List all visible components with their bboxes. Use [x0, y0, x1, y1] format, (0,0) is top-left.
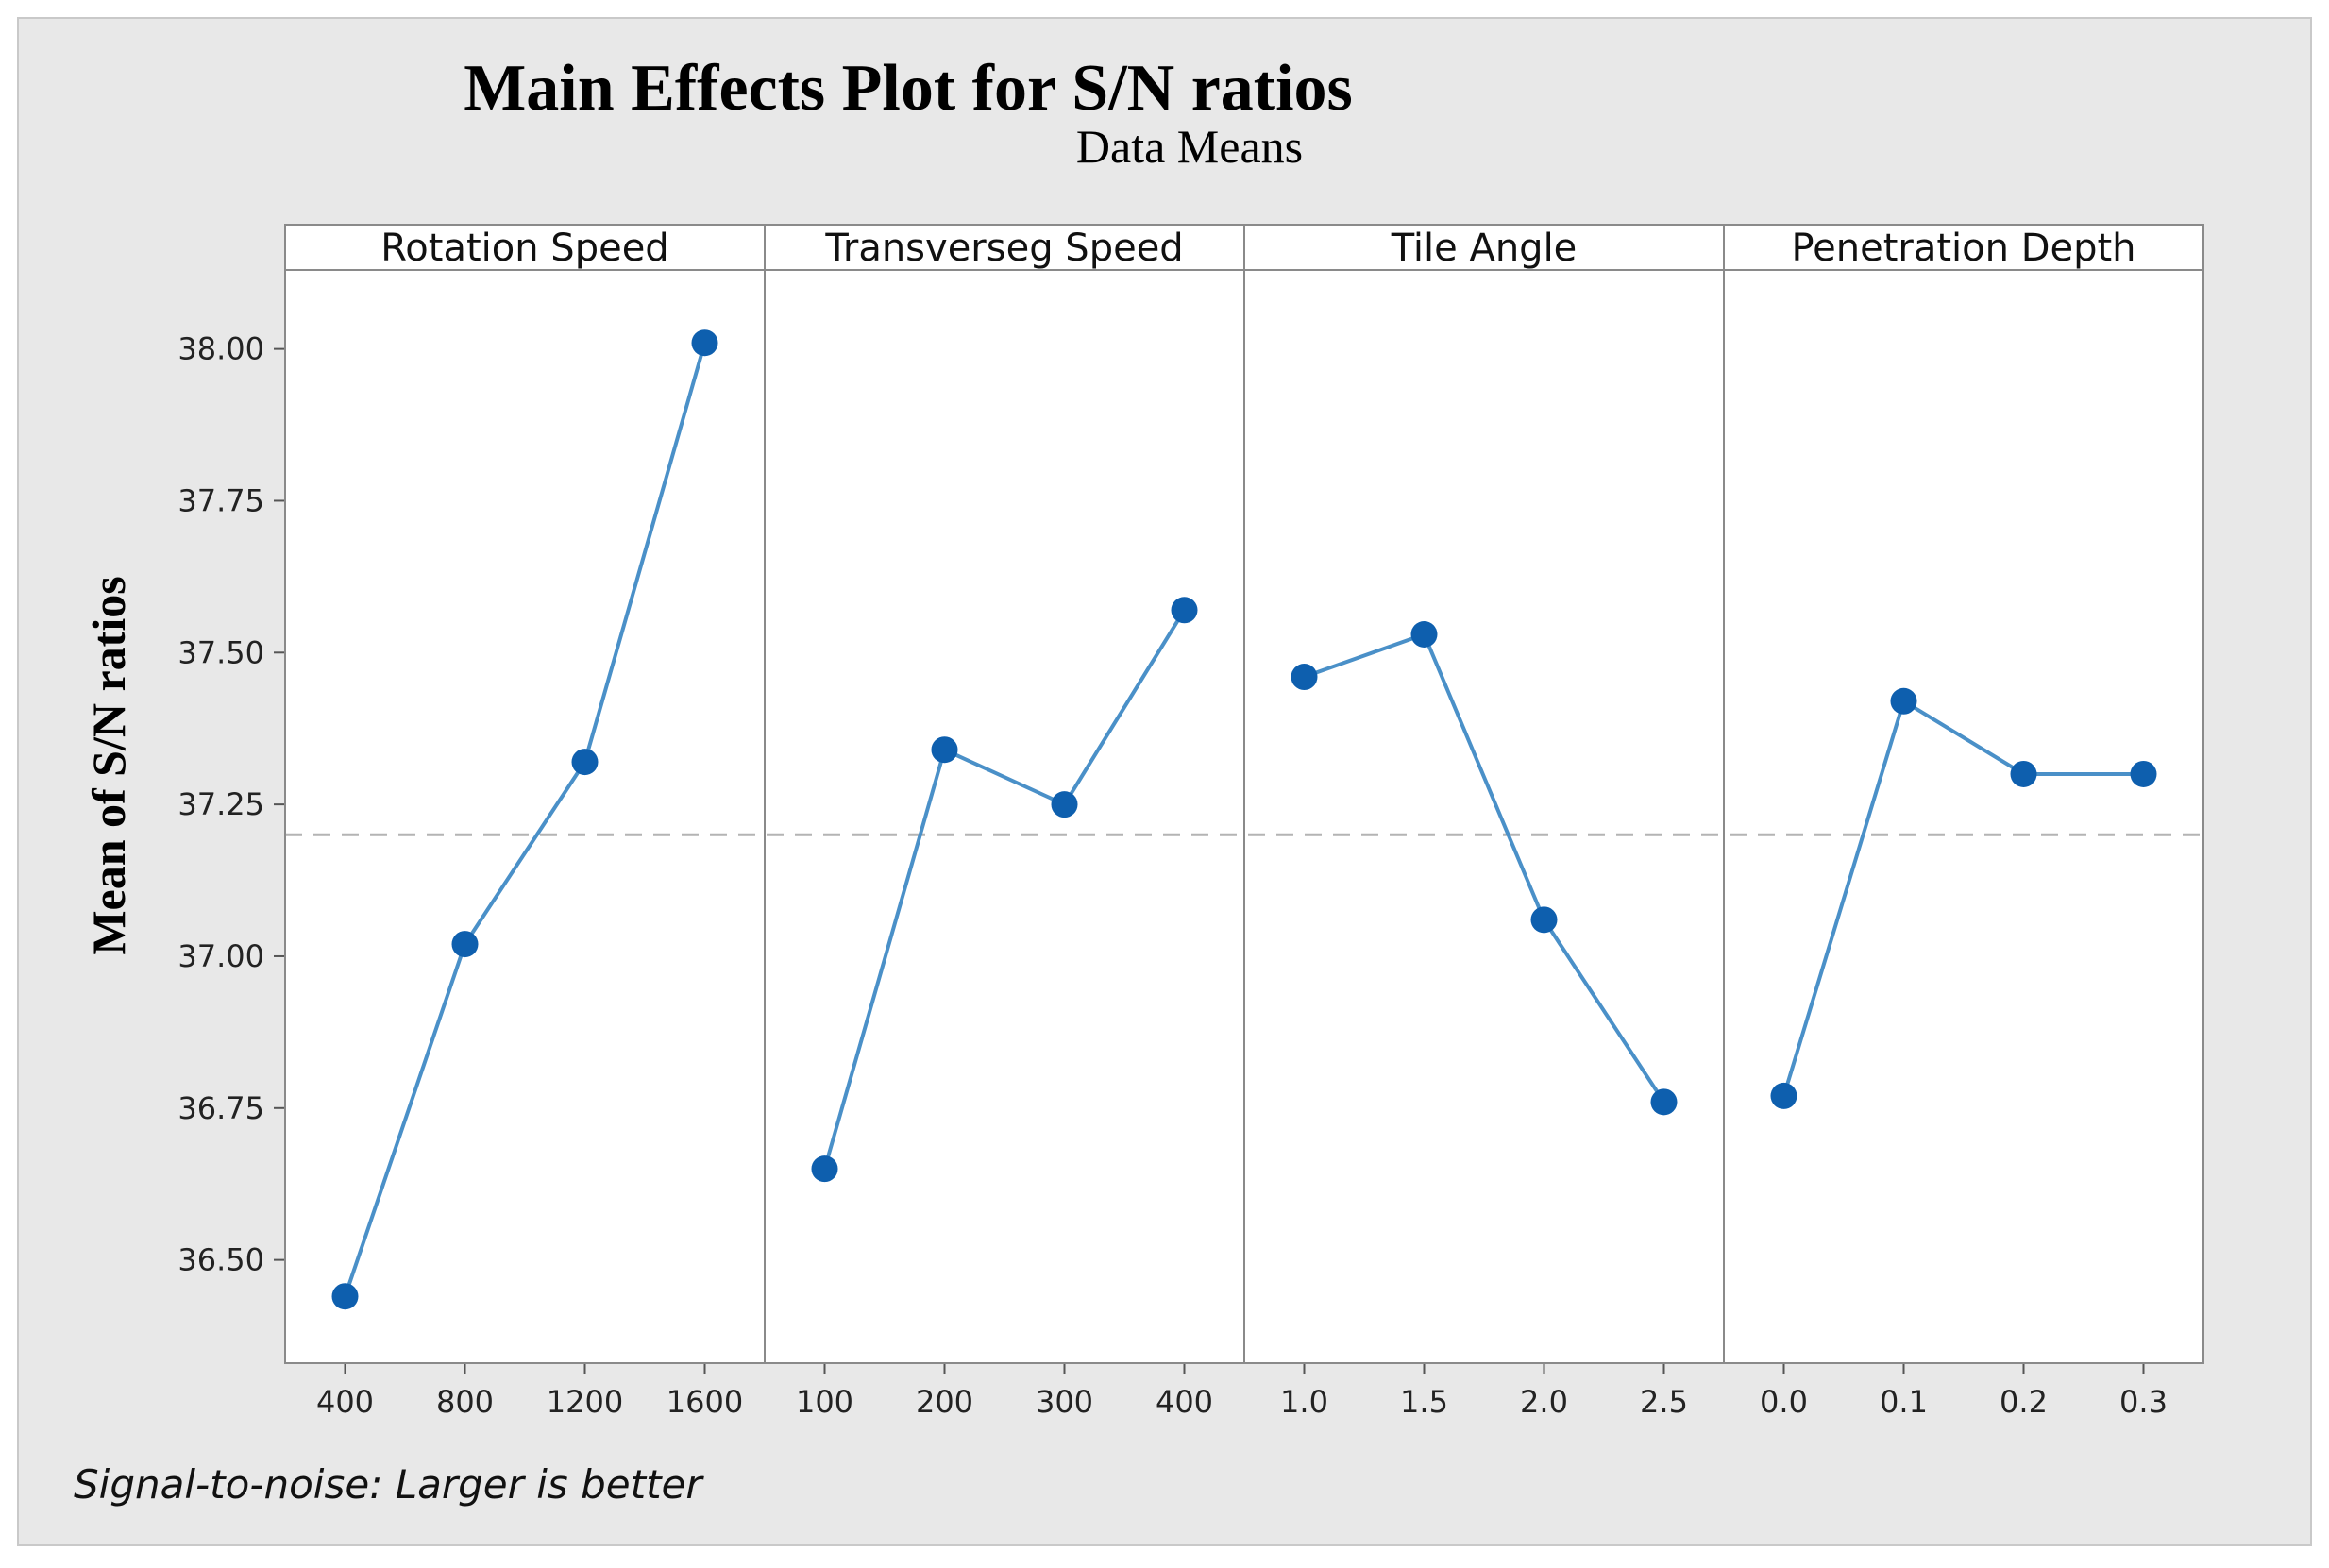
x-tick-label: 2.0 — [1520, 1384, 1568, 1420]
x-tick-label: 1200 — [547, 1384, 623, 1420]
data-point — [1650, 1088, 1678, 1116]
data-point — [1410, 621, 1438, 648]
data-point — [331, 1283, 359, 1310]
x-tick-label: 1.0 — [1280, 1384, 1328, 1420]
x-tick-label: 1.5 — [1400, 1384, 1448, 1420]
panel-title: Transverseg Speed — [824, 227, 1183, 270]
x-tick-label: 0.1 — [1880, 1384, 1928, 1420]
chart-title: Main Effects Plot for S/N ratios — [464, 52, 1353, 125]
y-tick-label: 36.50 — [177, 1242, 264, 1278]
y-tick-label: 37.00 — [177, 938, 264, 974]
y-tick-label: 37.25 — [177, 786, 264, 822]
data-point — [451, 931, 479, 958]
data-point — [811, 1155, 838, 1183]
plot-area: 36.50 36.75 37.00 37.25 37.50 37.75 38.00 Rotat… — [177, 224, 2204, 1420]
series-line — [822, 609, 1187, 1170]
data-point — [1530, 906, 1558, 934]
data-point — [931, 736, 958, 764]
y-tick-label: 36.75 — [177, 1090, 264, 1126]
data-point — [2130, 760, 2157, 787]
x-tick-label: 0.3 — [2119, 1384, 2168, 1420]
data-point — [1890, 687, 1917, 715]
panel-title: Rotation Speed — [380, 227, 668, 270]
x-tick-label: 800 — [436, 1384, 494, 1420]
panel-header — [765, 225, 1244, 270]
data-point — [691, 329, 718, 357]
panel-title: Penetration Depth — [1791, 227, 2135, 270]
chart-subtitle: Data Means — [1076, 120, 1303, 173]
data-point — [1171, 597, 1198, 624]
x-tick-label: 2.5 — [1640, 1384, 1688, 1420]
data-point — [1291, 664, 1318, 691]
x-tick-label: 1600 — [667, 1384, 743, 1420]
series-line — [1303, 632, 1666, 1104]
x-tick-label: 0.0 — [1760, 1384, 1808, 1420]
x-tick-label: 100 — [796, 1384, 853, 1420]
series-line — [1781, 698, 2144, 1097]
panel-header — [1244, 225, 1724, 270]
data-point — [1051, 791, 1078, 818]
y-axis-label: Mean of S/N ratios — [82, 576, 135, 954]
plot-border — [284, 224, 2204, 1364]
x-tick-label: 400 — [316, 1384, 374, 1420]
x-tick-label: 400 — [1156, 1384, 1213, 1420]
footnote: Signal-to-noise: Larger is better — [74, 1461, 704, 1508]
x-tick-label: 0.2 — [2000, 1384, 2048, 1420]
y-tick-label: 38.00 — [177, 331, 264, 367]
panel-header — [285, 225, 765, 270]
x-tick-label: 200 — [916, 1384, 973, 1420]
panel-header — [1724, 225, 2203, 270]
data-point — [571, 749, 599, 776]
data-point — [1770, 1082, 1797, 1109]
data-point — [2010, 760, 2037, 787]
y-tick-label: 37.75 — [177, 482, 264, 518]
main-effects-chart: Main Effects Plot for S/N ratios Data Me… — [74, 52, 2204, 1508]
y-tick-label: 37.50 — [177, 634, 264, 670]
panel-title: Tile Angle — [1391, 227, 1578, 270]
x-tick-label: 300 — [1036, 1384, 1093, 1420]
series-line — [343, 342, 707, 1297]
chart-figure: Main Effects Plot for S/N ratios Data Me… — [17, 17, 2312, 1546]
